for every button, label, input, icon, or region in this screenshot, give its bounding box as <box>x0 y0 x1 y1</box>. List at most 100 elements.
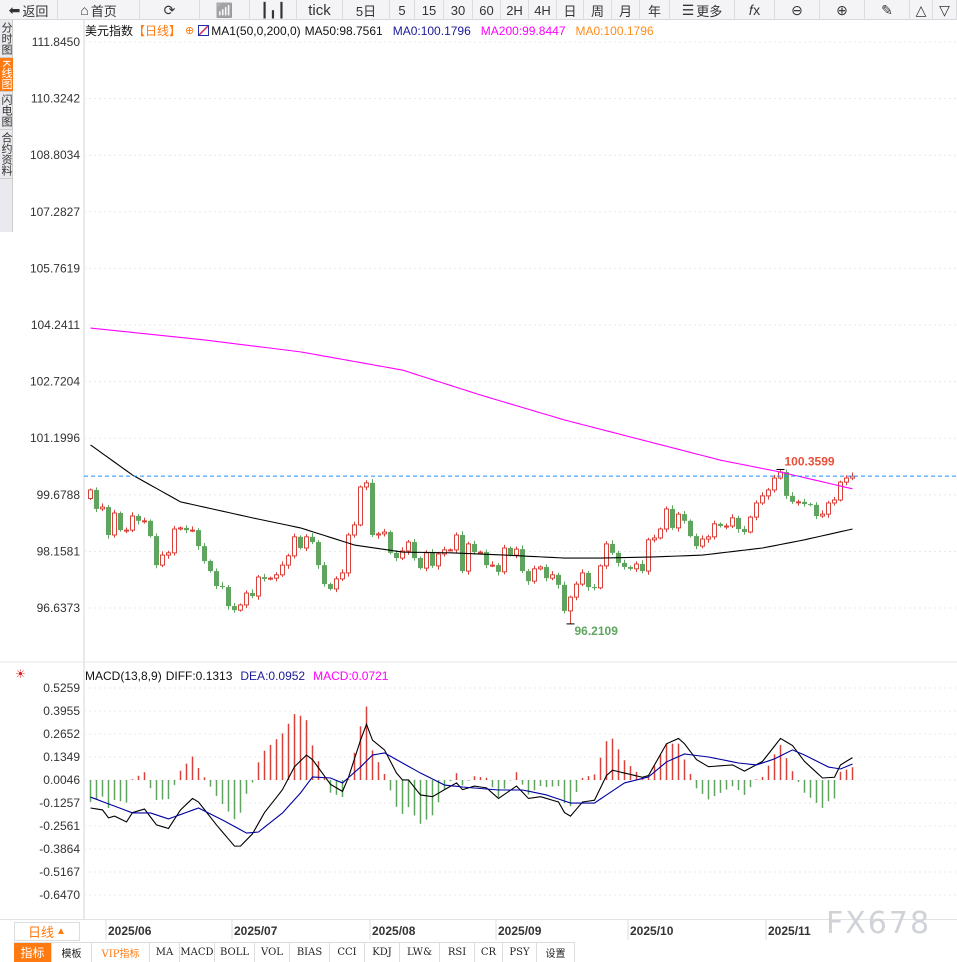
toolbar: ⬅ 返回 ⌂ 首页 ⟳ 📶 ┃╻┃ tick 5日 5 15 30 60 2H 4H 日周月年 ☰ 更多 𝑓x ⊖ ⊕ ✎… <box>0 0 957 20</box>
tab-vol[interactable]: VOL <box>255 943 290 962</box>
candle <box>502 544 507 575</box>
toolbar-label: 日 <box>563 3 577 19</box>
toolbar-button-2H[interactable]: 2H <box>501 0 529 20</box>
toolbar-button-年[interactable]: 年 <box>640 0 670 20</box>
back-arrow-icon: ⬅ <box>8 1 21 18</box>
candle-body <box>808 504 813 506</box>
candle-body <box>676 513 681 529</box>
candle-body <box>526 571 531 582</box>
candle-body <box>262 577 267 579</box>
candle <box>172 525 177 556</box>
indicator-box-icon[interactable] <box>198 25 210 36</box>
candle-body <box>484 552 489 566</box>
sidebar-item-2[interactable]: 闪电图 <box>0 92 13 131</box>
tab-vip指标[interactable]: VIP指标 <box>92 943 150 962</box>
macd-params[interactable]: MACD(13,8,9) <box>85 669 162 683</box>
add-circle-icon[interactable]: ⊕ <box>185 25 195 37</box>
period-selector[interactable]: 日线 ▲ <box>14 922 80 941</box>
sidebar-item-1[interactable]: K线图 <box>0 58 13 93</box>
tab-设置[interactable]: 设置 <box>537 943 575 962</box>
toolbar-label: 返回 <box>22 3 49 19</box>
tab-boll[interactable]: BOLL <box>215 943 255 962</box>
candle-body <box>532 568 537 582</box>
price-tick-label: 98.1581 <box>37 544 81 558</box>
tab-指标[interactable]: 指标 <box>14 943 52 962</box>
toolbar-button-tick[interactable]: tick <box>297 0 343 20</box>
candle <box>460 531 465 574</box>
ma200-line <box>90 327 853 490</box>
candle-body <box>592 587 597 589</box>
candle <box>100 503 105 511</box>
candle <box>208 559 213 573</box>
candle <box>130 512 135 533</box>
candle-body <box>730 517 735 527</box>
toolbar-button-pen[interactable]: ✎ <box>865 0 910 20</box>
toolbar-button-周[interactable]: 周 <box>584 0 612 20</box>
toolbar-button-5[interactable]: 5 <box>390 0 415 20</box>
toolbar-button-indicator-chart[interactable]: 📶 <box>200 0 250 20</box>
toolbar-button-triangle-up[interactable]: △ <box>910 0 933 20</box>
price-tick-label: 110.3242 <box>31 92 80 106</box>
ma-indicator-name[interactable]: MA1(50,0,200,0) <box>211 23 301 38</box>
candle-body <box>760 495 765 504</box>
tab-cr[interactable]: CR <box>475 943 503 962</box>
toolbar-button-30[interactable]: 30 <box>444 0 473 20</box>
period-label[interactable]: 【日线】 <box>133 24 182 38</box>
candle <box>274 572 279 582</box>
candle-body <box>520 549 525 572</box>
divider <box>0 919 957 920</box>
toolbar-button-refresh[interactable]: ⟳ <box>140 0 200 20</box>
date-tick-label: 2025/06 <box>108 924 152 938</box>
home-icon: ⌂ <box>80 2 89 18</box>
candle <box>154 533 159 569</box>
tab-macd[interactable]: MACD <box>180 943 215 962</box>
toolbar-button-15[interactable]: 15 <box>415 0 444 20</box>
candle-body <box>718 523 723 527</box>
tab-kdj[interactable]: KDJ <box>365 943 400 962</box>
tab-cci[interactable]: CCI <box>330 943 365 962</box>
tab-模板[interactable]: 模板 <box>52 943 92 962</box>
toolbar-button-60[interactable]: 60 <box>473 0 501 20</box>
candle <box>184 525 189 534</box>
candle <box>790 492 795 504</box>
sidebar-item-3[interactable]: 合约资料 <box>0 130 13 180</box>
tab-lw&[interactable]: LW& <box>400 943 440 962</box>
toolbar-label: 首页 <box>90 3 117 19</box>
candle-body <box>310 536 315 543</box>
toolbar-label: 15 <box>421 2 437 18</box>
candle-body <box>502 547 507 573</box>
tab-rsi[interactable]: RSI <box>440 943 475 962</box>
toolbar-button-fx[interactable]: 𝑓x <box>735 0 775 20</box>
toolbar-button-zoom-out[interactable]: ⊖ <box>775 0 820 20</box>
candle-body <box>370 482 375 535</box>
macd-tick-label: 0.0046 <box>43 773 80 787</box>
toolbar-button-日[interactable]: 日 <box>557 0 584 20</box>
candle-body <box>826 502 831 515</box>
price-tick-label: 102.7204 <box>30 375 80 389</box>
candle <box>826 500 831 518</box>
toolbar-button-zoom-in[interactable]: ⊕ <box>820 0 865 20</box>
toolbar-button-5日[interactable]: 5日 <box>343 0 390 20</box>
tab-bias[interactable]: BIAS <box>290 943 330 962</box>
candle-body <box>292 536 297 557</box>
candle-body <box>334 578 339 590</box>
toolbar-button-月[interactable]: 月 <box>612 0 640 20</box>
candle <box>820 510 825 519</box>
tab-ma[interactable]: MA <box>150 943 180 962</box>
toolbar-button-更多[interactable]: ☰ 更多 <box>670 0 735 20</box>
candle <box>532 565 537 584</box>
indicator-settings-icon[interactable]: ☀ <box>15 667 26 681</box>
candle <box>160 551 165 568</box>
sidebar-item-0[interactable]: 分时图 <box>0 20 13 58</box>
candle-body <box>226 587 231 607</box>
toolbar-button-candlestick[interactable]: ┃╻┃ <box>250 0 297 20</box>
toolbar-label: 60 <box>479 2 494 18</box>
toolbar-button-首页[interactable]: ⌂ 首页 <box>58 0 140 20</box>
candle-body <box>382 531 387 535</box>
tab-psy[interactable]: PSY <box>503 943 537 962</box>
candle <box>412 538 417 561</box>
candle <box>136 513 141 525</box>
toolbar-button-4H[interactable]: 4H <box>529 0 557 20</box>
toolbar-button-返回[interactable]: ⬅ 返回 <box>0 0 58 20</box>
